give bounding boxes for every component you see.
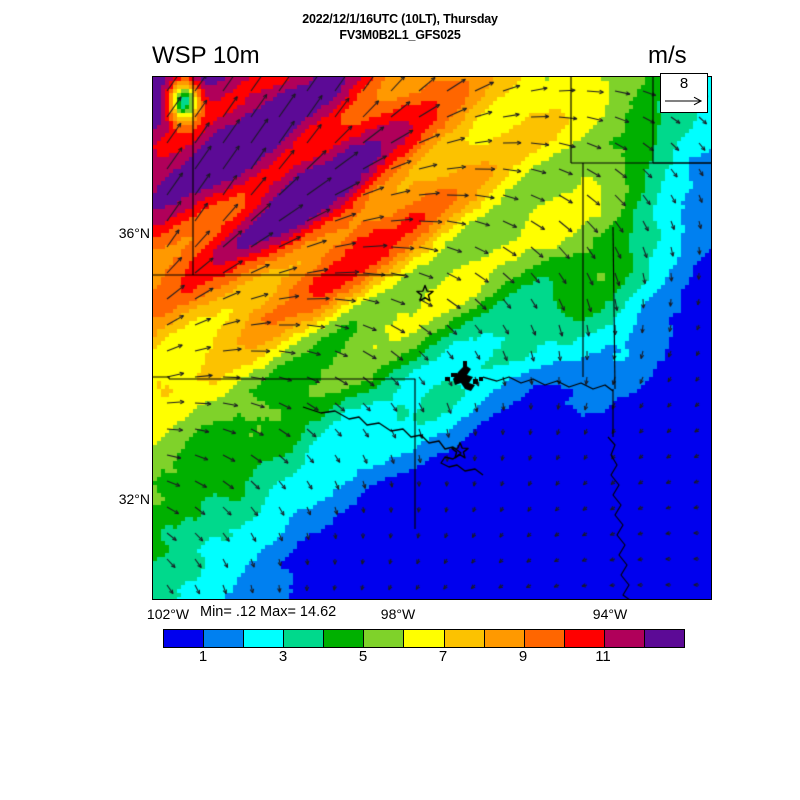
field-name-label: WSP 10m (152, 42, 260, 69)
lon-tick-98W: 98°W (380, 606, 416, 622)
colorbar-swatch (204, 630, 245, 647)
colorbar-swatch (284, 630, 325, 647)
lat-tick-32N: 32°N (118, 491, 150, 507)
colorbar-tick-9: 9 (518, 648, 528, 665)
colorbar-swatch (604, 630, 645, 647)
chart-title-line2: FV3M0B2L1_GFS025 (339, 28, 461, 42)
map-plot-area (152, 76, 712, 600)
lat-tick-36N: 36°N (118, 225, 150, 241)
colorbar-swatch (164, 630, 205, 647)
wind-vector-arrow-icon (665, 96, 703, 106)
colorbar-swatch (484, 630, 525, 647)
colorbar-swatch (644, 630, 685, 647)
colorbar (163, 629, 685, 648)
chart-title-line1: 2022/12/1/16UTC (10LT), Thursday (302, 12, 498, 26)
colorbar-swatch (244, 630, 285, 647)
wind-speed-heatmap (153, 77, 711, 599)
lon-tick-102W: 102°W (146, 606, 190, 622)
units-label: m/s (648, 42, 687, 69)
colorbar-swatch (524, 630, 565, 647)
colorbar-swatch (564, 630, 605, 647)
colorbar-tick-11: 11 (595, 648, 611, 665)
lon-tick-94W: 94°W (592, 606, 628, 622)
colorbar-tick-3: 3 (278, 648, 288, 665)
colorbar-swatch (444, 630, 485, 647)
vector-key-value: 8 (679, 75, 689, 92)
colorbar-swatch (404, 630, 445, 647)
colorbar-tick-5: 5 (358, 648, 368, 665)
colorbar-swatch (324, 630, 365, 647)
vector-scale-key: 8 (660, 73, 708, 113)
min-max-annotation: Min= .12 Max= 14.62 (200, 604, 337, 620)
colorbar-tick-1: 1 (198, 648, 208, 665)
colorbar-tick-7: 7 (438, 648, 448, 665)
colorbar-swatch (364, 630, 405, 647)
